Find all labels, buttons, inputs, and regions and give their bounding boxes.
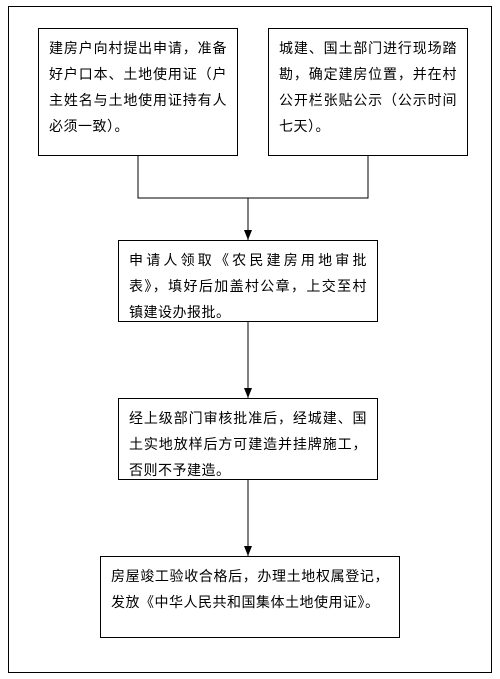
node-text: 房屋竣工验收合格后，办理土地权属登记，发放《中华人民共和国集体土地使用证》。 xyxy=(111,570,389,611)
node-text: 经上级部门审核批准后，经城建、国土实地放样后方可建造并挂牌施工，否则不予建造。 xyxy=(129,412,367,479)
node-text: 城建、国土部门进行现场踏勘，确定建房位置，并在村公开栏张贴公示（公示时间七天）。 xyxy=(279,42,457,135)
flow-node-approval: 经上级部门审核批准后，经城建、国土实地放样后方可建造并挂牌施工，否则不予建造。 xyxy=(118,398,378,480)
flow-node-survey: 城建、国土部门进行现场踏勘，确定建房位置，并在村公开栏张贴公示（公示时间七天）。 xyxy=(268,28,468,156)
node-text: 申请人领取《农民建房用地审批表》，填好后加盖村公章，上交至村镇建设办报批。 xyxy=(129,254,367,321)
flow-node-apply: 建房户向村提出申请，准备好户口本、土地使用证（户主姓名与土地使用证持有人必须一致… xyxy=(38,28,238,156)
node-text: 建房户向村提出申请，准备好户口本、土地使用证（户主姓名与土地使用证持有人必须一致… xyxy=(49,42,227,135)
flowchart-canvas: 建房户向村提出申请，准备好户口本、土地使用证（户主姓名与土地使用证持有人必须一致… xyxy=(0,0,500,679)
flow-node-form: 申请人领取《农民建房用地审批表》，填好后加盖村公章，上交至村镇建设办报批。 xyxy=(118,240,378,322)
flow-node-certificate: 房屋竣工验收合格后，办理土地权属登记，发放《中华人民共和国集体土地使用证》。 xyxy=(100,556,400,638)
